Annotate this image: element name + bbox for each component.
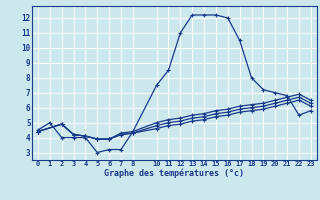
X-axis label: Graphe des températures (°c): Graphe des températures (°c) (104, 169, 244, 178)
